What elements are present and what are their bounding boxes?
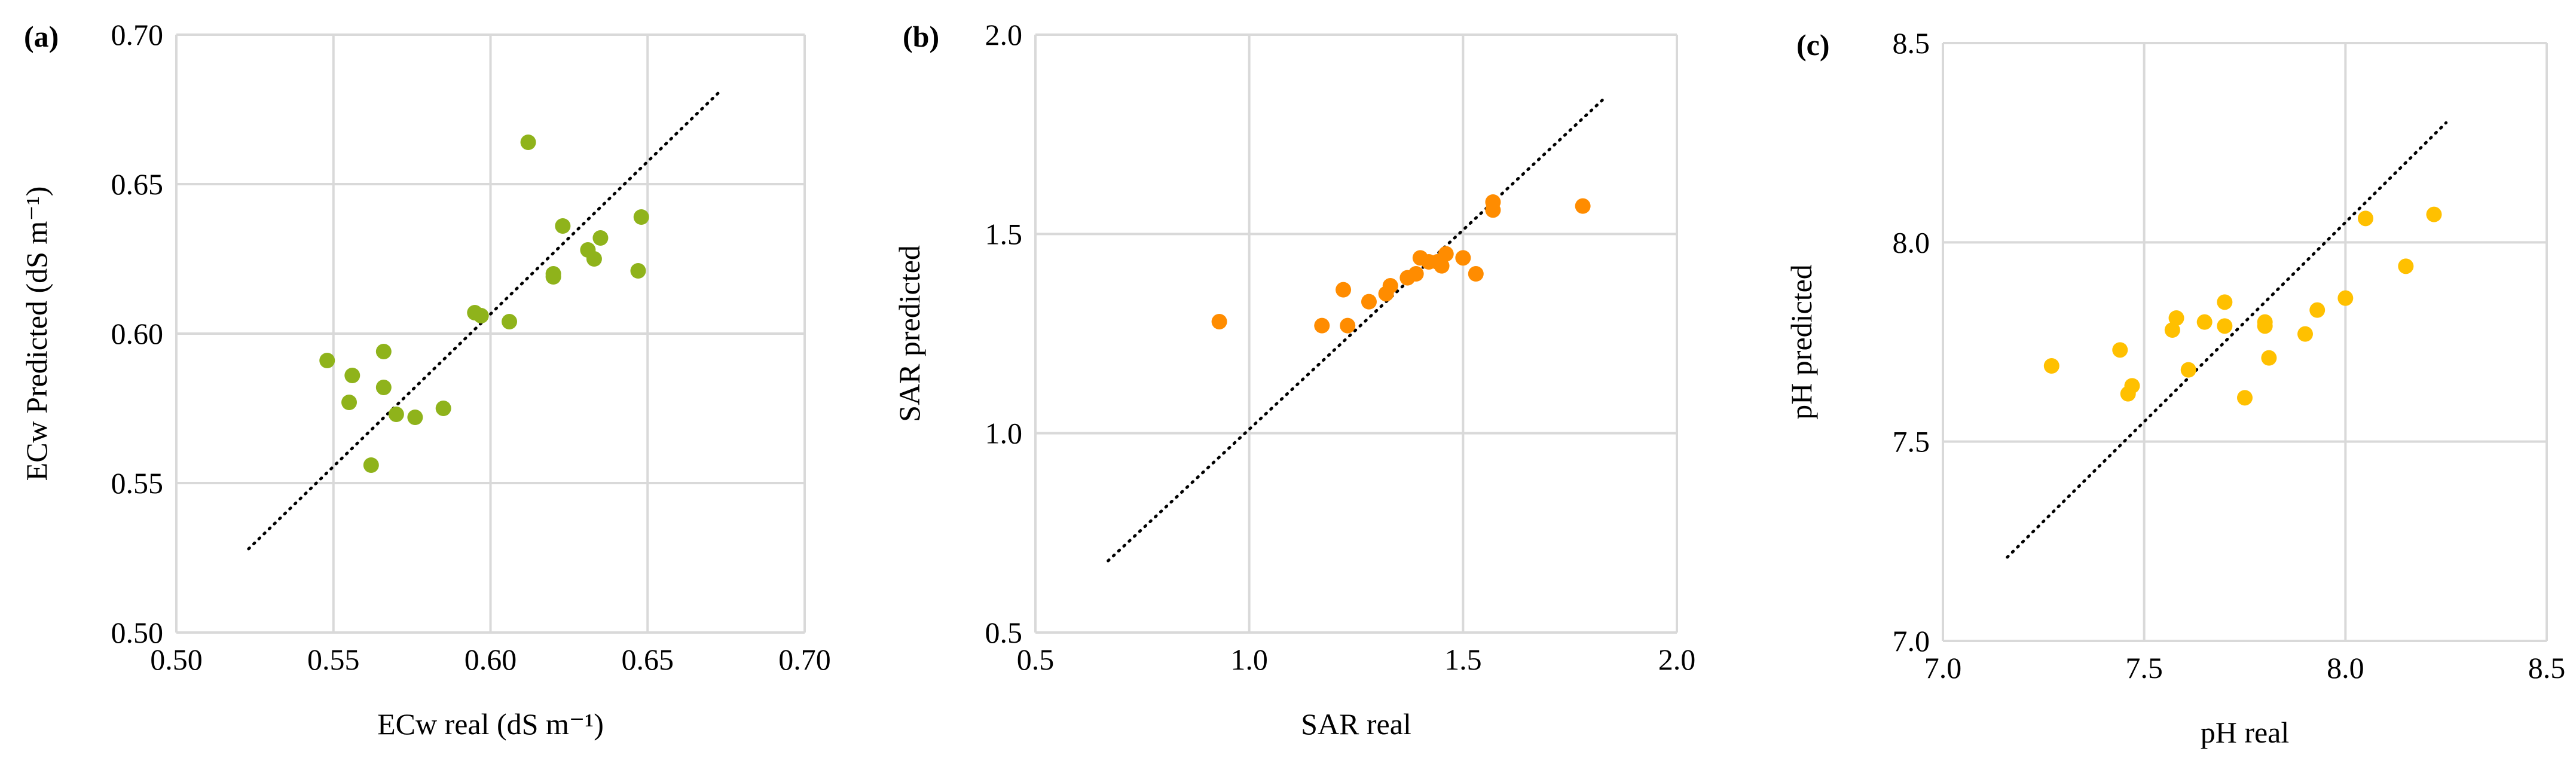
x-tick-label: 1.5 — [1444, 643, 1482, 676]
y-tick-label: 1.5 — [985, 217, 1023, 250]
y-tick-label: 1.0 — [985, 417, 1023, 450]
reference-line — [2006, 121, 2448, 559]
x-tick-label: 1.0 — [1230, 643, 1268, 676]
data-point — [2337, 290, 2354, 306]
y-tick-label: 8.5 — [1893, 26, 1930, 60]
x-axis-title: ECw real (dS m⁻¹) — [377, 707, 604, 741]
y-tick-label: 0.70 — [111, 18, 164, 51]
data-point — [2112, 342, 2128, 358]
data-point — [2180, 362, 2196, 378]
data-point — [2164, 322, 2180, 338]
data-point — [363, 457, 379, 473]
data-point — [2358, 210, 2373, 227]
data-point — [2168, 310, 2184, 326]
data-point — [2261, 350, 2277, 366]
data-point — [2217, 318, 2233, 334]
y-tick-label: 0.5 — [985, 616, 1023, 649]
data-point — [555, 218, 571, 234]
data-point — [1211, 314, 1227, 329]
y-axis-title: ECw Predicted (dS m⁻¹) — [20, 187, 53, 481]
y-tick-label: 0.65 — [111, 167, 164, 201]
data-point — [2237, 390, 2253, 406]
data-point — [545, 266, 561, 282]
data-point — [1314, 317, 1330, 334]
data-point — [520, 135, 536, 150]
data-point — [1340, 317, 1356, 334]
data-point — [1485, 194, 1501, 210]
reference-line — [247, 90, 722, 551]
data-point — [1382, 278, 1398, 294]
data-point — [2043, 358, 2059, 374]
y-tick-label: 2.0 — [985, 18, 1023, 51]
panel-label: (a) — [24, 20, 59, 53]
x-tick-label: 7.5 — [2125, 651, 2163, 685]
y-tick-label: 0.50 — [111, 616, 164, 649]
data-point — [2257, 314, 2273, 330]
data-point — [1575, 198, 1591, 214]
reference-line — [1107, 97, 1606, 563]
data-point — [1455, 250, 1471, 266]
y-tick-label: 7.5 — [1893, 425, 1930, 459]
x-tick-label: 7.0 — [1924, 651, 1962, 685]
chart-panel-1: 0.50 0.55 0.60 0.65 0.70 0.50 0.55 0.60 0.65 0.70… — [20, 18, 831, 741]
data-point — [435, 401, 451, 416]
data-point — [630, 263, 646, 279]
data-point — [2297, 326, 2313, 342]
data-point — [375, 344, 392, 359]
x-tick-label: 0.55 — [307, 643, 360, 676]
data-point — [1434, 258, 1450, 274]
x-tick-label: 2.0 — [1658, 643, 1696, 676]
x-tick-label: 0.5 — [1017, 643, 1055, 676]
x-tick-label: 0.60 — [465, 643, 517, 676]
data-point — [319, 353, 335, 368]
data-point — [1408, 266, 1424, 282]
data-point — [1361, 294, 1377, 310]
data-point — [1468, 266, 1484, 282]
data-point — [2124, 378, 2140, 394]
data-point — [344, 368, 360, 383]
x-tick-label: 8.5 — [2528, 651, 2566, 685]
x-axis-title: pH real — [2201, 716, 2290, 749]
x-tick-label: 0.65 — [622, 643, 674, 676]
chart-panel-3: 7.0 7.5 8.0 8.5 7.0 7.5 8.0 8.5 (c) pH real pH pre… — [1784, 26, 2565, 749]
y-axis-title: SAR predicted — [893, 245, 926, 422]
data-point — [473, 308, 489, 323]
data-point — [502, 314, 518, 329]
data-point — [2196, 314, 2213, 330]
y-tick-label: 0.55 — [111, 466, 164, 500]
data-point — [2398, 258, 2414, 274]
data-point — [407, 410, 423, 425]
y-tick-label: 7.0 — [1893, 624, 1930, 658]
data-point — [586, 251, 602, 267]
x-axis-title: SAR real — [1301, 707, 1411, 741]
panel-label: (b) — [903, 20, 939, 53]
y-tick-label: 8.0 — [1893, 225, 1930, 259]
x-tick-label: 0.70 — [778, 643, 831, 676]
data-point — [2426, 206, 2442, 222]
y-tick-label: 0.60 — [111, 317, 164, 350]
panel-label: (c) — [1796, 28, 1830, 62]
data-point — [633, 209, 649, 225]
data-point — [341, 395, 357, 410]
x-tick-label: 8.0 — [2327, 651, 2364, 685]
data-point — [2309, 302, 2326, 318]
data-point — [1336, 282, 1352, 298]
y-axis-title: pH predicted — [1784, 264, 1818, 420]
data-point — [2217, 294, 2233, 310]
data-point — [1438, 246, 1454, 262]
data-point — [388, 407, 404, 422]
data-point — [592, 230, 609, 246]
x-tick-label: 0.50 — [150, 643, 203, 676]
chart-panel-2: 0.5 1.0 1.5 2.0 0.5 1.0 1.5 2.0 (b) SAR real SAR p… — [893, 18, 1695, 741]
data-point — [375, 380, 392, 395]
